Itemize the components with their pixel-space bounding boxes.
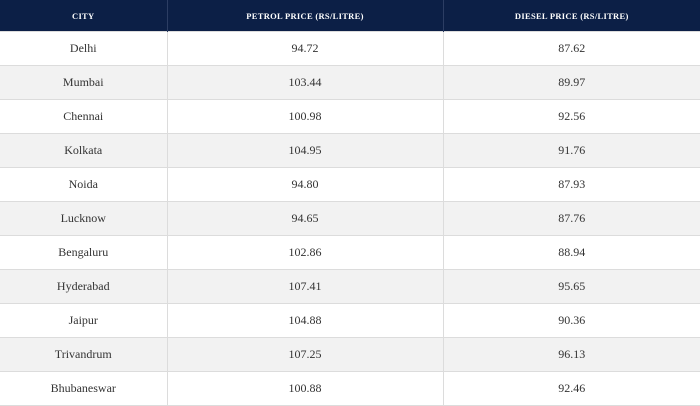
price-cell: 107.25 xyxy=(166,337,444,372)
table-row: Noida 94.80 87.93 xyxy=(0,167,700,202)
price-cell: 89.97 xyxy=(442,65,700,100)
table-row: Kolkata 104.95 91.76 xyxy=(0,133,700,168)
price-cell: 94.72 xyxy=(166,31,444,66)
table-row: Chennai 100.98 92.56 xyxy=(0,99,700,134)
city-cell: Lucknow xyxy=(0,201,168,236)
price-cell: 94.65 xyxy=(166,201,444,236)
price-cell: 88.94 xyxy=(442,235,700,270)
price-cell: 87.76 xyxy=(442,201,700,236)
city-cell: Bhubaneswar xyxy=(0,371,168,406)
city-cell: Delhi xyxy=(0,31,168,66)
column-header: DIESEL PRICE (RS/LITRE) xyxy=(443,0,700,32)
table-body: Delhi 94.72 87.62 Mumbai 103.44 89.97 Chennai 1… xyxy=(0,31,700,406)
table-row: Bhubaneswar 100.88 92.46 xyxy=(0,371,700,406)
table-row: Delhi 94.72 87.62 xyxy=(0,31,700,66)
price-cell: 104.95 xyxy=(166,133,444,168)
price-cell: 92.46 xyxy=(442,371,700,406)
price-cell: 102.86 xyxy=(166,235,444,270)
price-cell: 103.44 xyxy=(166,65,444,100)
column-header: PETROL PRICE (RS/LITRE) xyxy=(167,0,444,32)
table-header: CITY PETROL PRICE (RS/LITRE) DIESEL PRICE … xyxy=(0,0,700,32)
city-cell: Trivandrum xyxy=(0,337,168,372)
price-cell: 100.88 xyxy=(166,371,444,406)
price-cell: 90.36 xyxy=(442,303,700,338)
table-row: Mumbai 103.44 89.97 xyxy=(0,65,700,100)
price-cell: 104.88 xyxy=(166,303,444,338)
city-cell: Bengaluru xyxy=(0,235,168,270)
city-cell: Mumbai xyxy=(0,65,168,100)
header-row: CITY PETROL PRICE (RS/LITRE) DIESEL PRICE … xyxy=(0,0,700,32)
price-cell: 100.98 xyxy=(166,99,444,134)
city-cell: Noida xyxy=(0,167,168,202)
table-row: Trivandrum 107.25 96.13 xyxy=(0,337,700,372)
price-cell: 92.56 xyxy=(442,99,700,134)
city-cell: Chennai xyxy=(0,99,168,134)
table-row: Hyderabad 107.41 95.65 xyxy=(0,269,700,304)
city-cell: Hyderabad xyxy=(0,269,168,304)
city-cell: Jaipur xyxy=(0,303,168,338)
price-cell: 87.93 xyxy=(442,167,700,202)
price-cell: 107.41 xyxy=(166,269,444,304)
price-cell: 96.13 xyxy=(442,337,700,372)
column-header: CITY xyxy=(0,0,168,32)
table-row: Lucknow 94.65 87.76 xyxy=(0,201,700,236)
price-cell: 95.65 xyxy=(442,269,700,304)
table-row: Jaipur 104.88 90.36 xyxy=(0,303,700,338)
price-cell: 87.62 xyxy=(442,31,700,66)
city-cell: Kolkata xyxy=(0,133,168,168)
price-cell: 94.80 xyxy=(166,167,444,202)
table-row: Bengaluru 102.86 88.94 xyxy=(0,235,700,270)
price-cell: 91.76 xyxy=(442,133,700,168)
